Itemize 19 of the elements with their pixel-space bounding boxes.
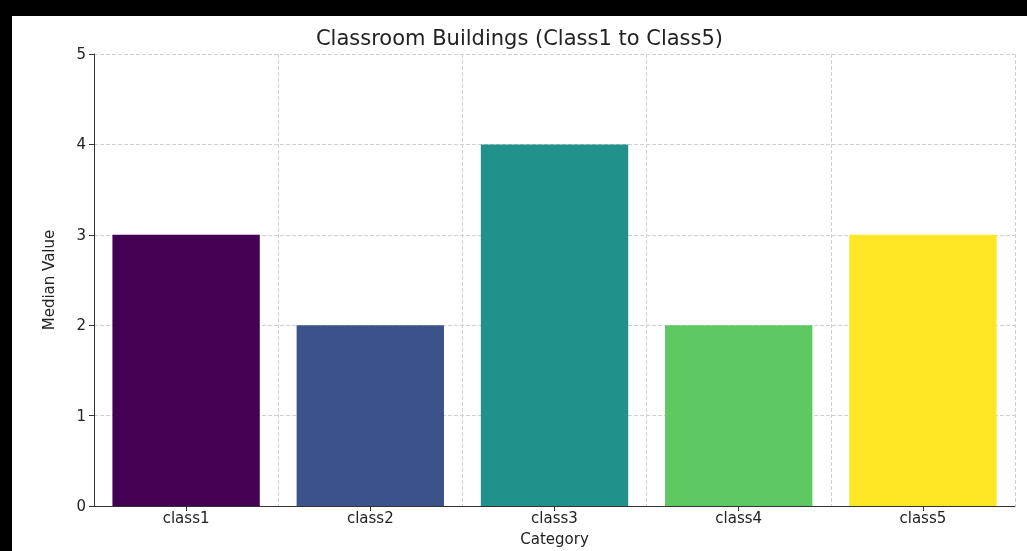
bar [296,325,444,506]
y-tick-label: 1 [76,406,86,425]
x-tick-label: class5 [899,508,947,527]
x-tick-label: class1 [162,508,210,527]
y-tick-label: 0 [76,497,86,515]
y-tick-label: 5 [76,45,86,63]
chart-title: Classroom Buildings (Class1 to Class5) [315,25,724,50]
y-tick-label: 3 [76,225,86,244]
x-tick-label: class2 [346,508,394,527]
x-axis-title: Category [520,529,589,548]
y-axis-title: Median Value [39,229,58,331]
y-tick-label: 4 [76,135,86,154]
bar [112,234,260,506]
x-tick-label: class4 [715,508,763,527]
y-tick-label: 2 [76,316,86,335]
bar [849,234,997,506]
bar [480,144,629,506]
x-tick-label: class3 [531,508,578,527]
bar [665,325,813,506]
